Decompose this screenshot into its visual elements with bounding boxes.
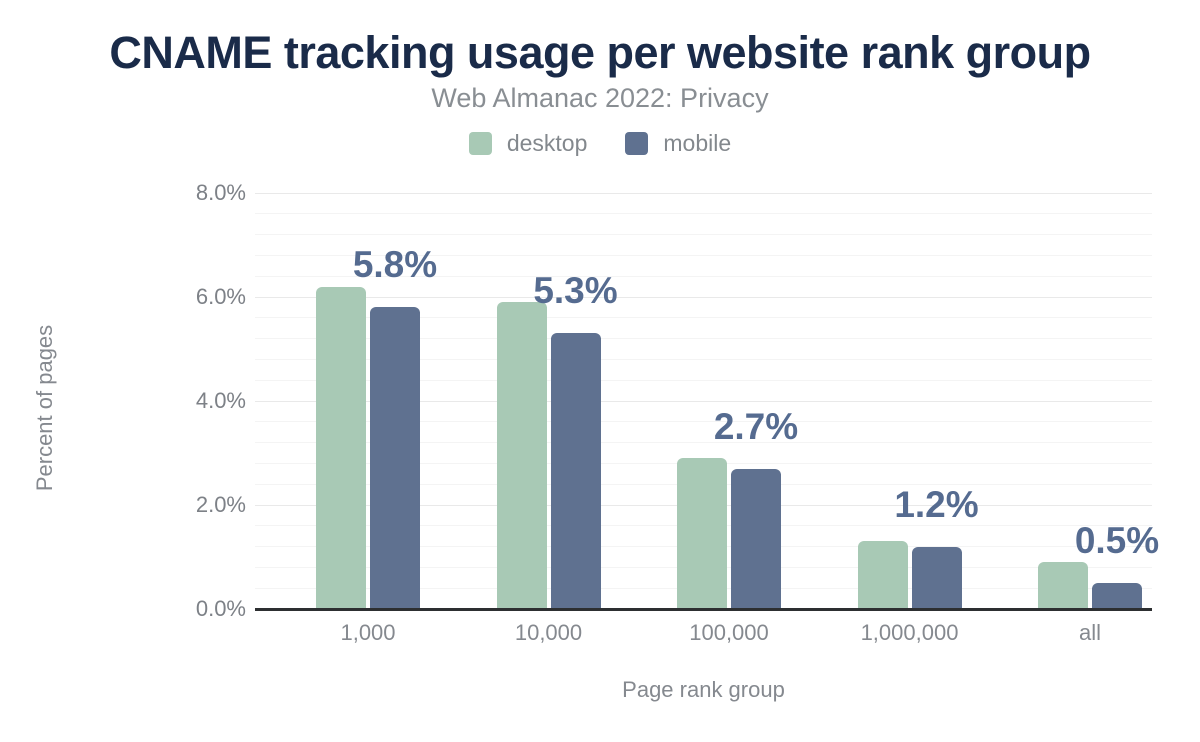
- minor-gridline: [255, 317, 1152, 319]
- minor-gridline: [255, 254, 1152, 256]
- x-axis-line: [255, 608, 1152, 611]
- major-gridline: [255, 296, 1152, 298]
- legend-item-mobile: mobile: [625, 130, 731, 157]
- minor-gridline: [255, 358, 1152, 360]
- y-axis-tick-label: 8.0%: [195, 180, 246, 205]
- y-axis-tick-label: 0.0%: [195, 596, 246, 621]
- bar-desktop-all: [1038, 562, 1088, 609]
- x-axis-tick-label: all: [1078, 620, 1101, 645]
- minor-gridline: [255, 213, 1152, 215]
- major-gridline: [255, 192, 1152, 194]
- bar-value-label: 2.7%: [713, 405, 799, 447]
- legend: desktop mobile: [0, 130, 1200, 157]
- chart-title: CNAME tracking usage per website rank gr…: [109, 27, 1091, 78]
- x-axis-title: Page rank group: [622, 677, 785, 702]
- legend-swatch-desktop: [468, 132, 492, 156]
- legend-label-mobile: mobile: [663, 130, 732, 157]
- x-axis-tick-label: 1,000: [340, 620, 396, 645]
- legend-item-desktop: desktop: [468, 130, 588, 157]
- bar-value-label: 5.8%: [352, 244, 438, 286]
- legend-label-desktop: desktop: [506, 130, 588, 157]
- bar-desktop-100000: [677, 458, 727, 609]
- minor-gridline: [255, 421, 1152, 423]
- y-axis-tick-label: 4.0%: [195, 388, 246, 413]
- bar-value-label: 0.5%: [1074, 520, 1160, 561]
- minor-gridline: [255, 338, 1152, 340]
- x-axis-tick-label: 100,000: [689, 620, 769, 645]
- minor-gridline: [255, 234, 1152, 236]
- x-axis-tick-label: 10,000: [514, 620, 583, 645]
- bar-value-label: 1.2%: [894, 483, 979, 525]
- y-axis-tick-label: 2.0%: [195, 492, 246, 517]
- bar-mobile-10000: [550, 333, 601, 609]
- major-gridline: [255, 400, 1152, 402]
- x-axis-tick-label: 1,000,000: [860, 620, 959, 645]
- minor-gridline: [255, 275, 1152, 277]
- bar-mobile-1000: [370, 307, 420, 609]
- y-axis-tick-label: 6.0%: [195, 284, 246, 309]
- minor-gridline: [255, 379, 1152, 381]
- chart-subtitle: Web Almanac 2022: Privacy: [431, 82, 769, 113]
- minor-gridline: [255, 442, 1152, 444]
- bar-desktop-10000: [496, 302, 547, 609]
- bar-desktop-1000000: [857, 541, 908, 609]
- bar-mobile-all: [1092, 583, 1142, 609]
- bar-desktop-1000: [316, 286, 366, 609]
- plot-area: 5.8% 5.3% 2.7% 1.2% 0.5%: [255, 192, 1159, 611]
- bar-mobile-1000000: [911, 546, 962, 609]
- legend-swatch-mobile: [625, 132, 649, 156]
- bar-mobile-100000: [731, 468, 781, 609]
- bar-value-label: 5.3%: [533, 270, 618, 312]
- y-axis-title: Percent of pages: [32, 324, 57, 492]
